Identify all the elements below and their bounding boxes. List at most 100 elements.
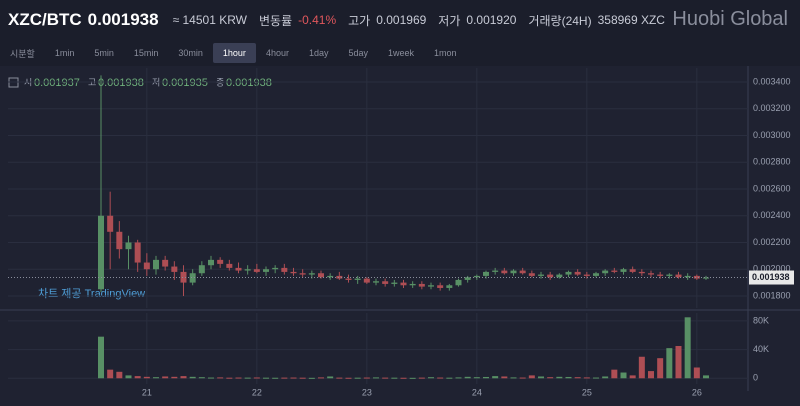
candle-body xyxy=(611,270,618,272)
candle-body xyxy=(583,274,590,276)
pair[interactable]: XZC/BTC xyxy=(8,10,82,29)
volume-bar xyxy=(483,376,489,379)
volume-bar xyxy=(703,375,709,379)
candle-body xyxy=(602,270,609,274)
candle-body xyxy=(501,270,508,274)
volume-bar xyxy=(693,367,700,379)
interval-button[interactable]: 1hour xyxy=(212,43,256,63)
candle-body xyxy=(593,273,599,276)
candle-body xyxy=(107,215,114,232)
candle-body xyxy=(345,278,352,280)
candle-body xyxy=(363,278,370,283)
x-tick-label: 26 xyxy=(692,387,702,397)
volume: 358969 XZC xyxy=(597,13,665,27)
volume-bar xyxy=(253,377,260,379)
candle-body xyxy=(354,278,361,280)
volume-bar xyxy=(428,377,434,379)
candle-body xyxy=(391,282,398,284)
interval-button[interactable]: 1day xyxy=(308,48,329,58)
candle-body xyxy=(318,273,324,278)
volume-bar xyxy=(272,377,279,379)
candle-body xyxy=(162,259,169,267)
krw: ≈ 14501 KRW xyxy=(172,13,247,27)
volume-bar xyxy=(162,376,169,379)
volume-bar xyxy=(189,376,196,379)
candle-body xyxy=(657,274,664,276)
candle-body xyxy=(483,271,489,276)
volume-bar xyxy=(244,377,251,379)
volume-bar xyxy=(446,377,453,379)
watermark: 차트 제공 TradingView xyxy=(38,287,145,300)
volume-bar xyxy=(391,377,398,379)
volume-bar xyxy=(198,377,205,379)
volume-bar xyxy=(602,376,609,379)
candle-body xyxy=(675,274,682,278)
y-tick-label: 0.003400 xyxy=(753,76,791,86)
y2-tick-label: 40K xyxy=(753,344,769,354)
interval-button[interactable]: 30min xyxy=(178,48,203,58)
last-price-label: 0.001938 xyxy=(752,272,790,282)
candle-body xyxy=(244,269,251,271)
candle-body xyxy=(629,269,636,272)
volume-bar xyxy=(290,377,297,379)
y-tick-label: 0.003200 xyxy=(753,103,791,113)
volume-bar xyxy=(327,376,334,379)
volume-bar xyxy=(263,377,269,379)
volume-label: 거래량(24H) xyxy=(528,13,592,28)
volume-bar xyxy=(354,377,361,379)
interval-button[interactable]: 4hour xyxy=(265,48,289,58)
interval-button[interactable]: 15min xyxy=(133,48,159,58)
interval-button[interactable]: 5min xyxy=(94,48,114,58)
low: 0.001920 xyxy=(466,13,517,27)
y-tick-label: 0.002200 xyxy=(753,237,791,247)
candle-body xyxy=(208,259,214,266)
candle-body xyxy=(510,270,517,274)
candle-body xyxy=(455,279,462,286)
candle-body xyxy=(116,231,123,250)
interval-button[interactable]: 5day xyxy=(348,48,369,58)
volume-bar xyxy=(98,336,104,379)
interval-button[interactable]: 시분할 xyxy=(10,48,35,59)
volume-bar xyxy=(171,376,178,379)
volume-bar xyxy=(565,376,572,379)
volume-bar xyxy=(153,377,159,379)
price: 0.001938 xyxy=(87,10,159,29)
candle-body xyxy=(693,275,700,279)
candle-body xyxy=(217,259,224,264)
interval-button[interactable]: 1week xyxy=(388,48,415,58)
candle-body xyxy=(574,271,581,275)
volume-bar xyxy=(363,377,370,379)
volume-bar xyxy=(501,376,508,379)
header: XZC/BTC 0.001938 ≈ 14501 KRW 변동률 -0.41% … xyxy=(0,0,800,40)
volume-bar xyxy=(538,376,544,379)
candle-body xyxy=(153,259,159,270)
legend-value: 0.001935 xyxy=(162,77,208,89)
x-tick-label: 21 xyxy=(142,387,152,397)
candle-body xyxy=(464,277,471,280)
candle-body xyxy=(327,275,334,278)
volume-bar xyxy=(281,377,288,379)
volume-bar xyxy=(519,377,526,379)
candle-body xyxy=(308,273,315,275)
candle-body xyxy=(125,242,132,250)
candle-body xyxy=(638,271,645,274)
candle-body xyxy=(492,270,499,272)
candle-body xyxy=(226,263,233,268)
volume-bar xyxy=(373,377,379,379)
candle-body xyxy=(253,269,260,272)
interval-button[interactable]: 1min xyxy=(54,48,75,58)
volume-bar xyxy=(299,377,306,379)
volume-bar xyxy=(345,377,352,379)
volume-bar xyxy=(437,377,444,379)
volume-bar xyxy=(318,377,324,379)
last-price-box xyxy=(749,270,794,285)
volume-bar xyxy=(648,371,654,379)
candle-body xyxy=(446,285,453,288)
x-tick-label: 24 xyxy=(472,387,482,397)
candle-body xyxy=(473,275,480,278)
volume-bar xyxy=(473,377,480,379)
volume-bar xyxy=(510,377,517,379)
volume-bar xyxy=(180,376,187,379)
interval-button[interactable]: 1mon xyxy=(434,48,457,58)
